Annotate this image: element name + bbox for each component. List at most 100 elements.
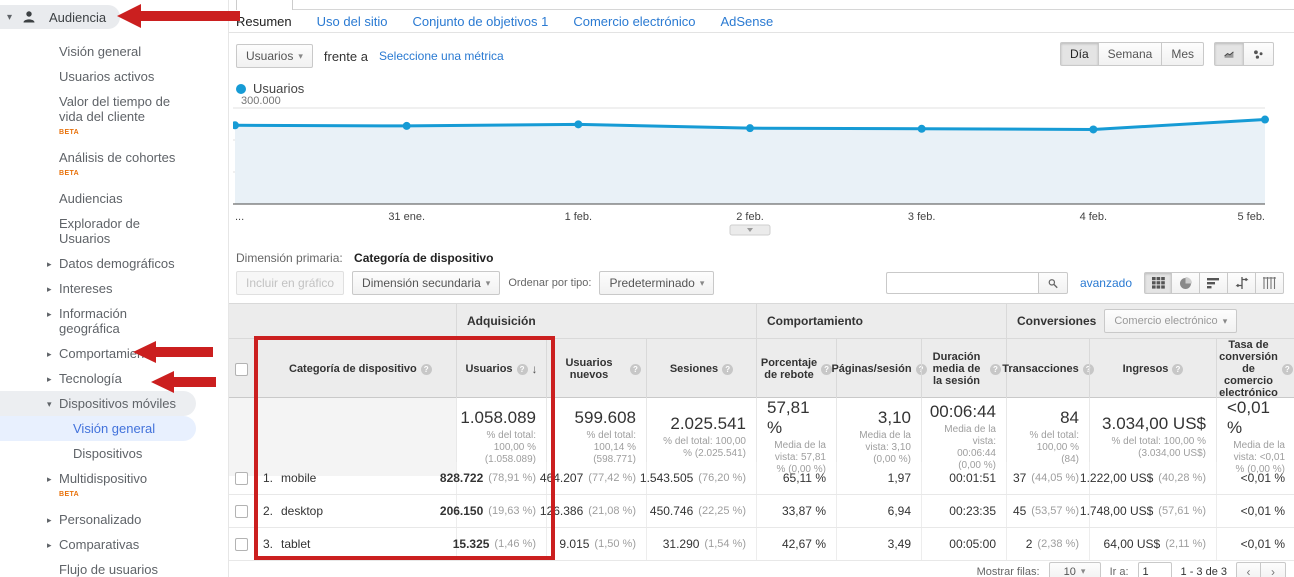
chevron-right-icon[interactable]: ▸ bbox=[47, 374, 52, 384]
sidebar-item-tecnolog-a[interactable]: ▸ Tecnología bbox=[0, 366, 200, 391]
total-value: 3,10 bbox=[877, 408, 911, 427]
help-icon[interactable] bbox=[516, 363, 528, 375]
tab-uso-del-sitio[interactable]: Uso del sitio bbox=[316, 13, 388, 29]
chevron-right-icon[interactable]: ▸ bbox=[47, 309, 52, 319]
next-page-button[interactable]: › bbox=[1261, 561, 1286, 577]
previous-tab-stub[interactable] bbox=[236, 0, 293, 10]
row-checkbox[interactable] bbox=[234, 471, 248, 485]
help-icon[interactable] bbox=[821, 363, 833, 375]
chevron-down-icon[interactable]: ▾ bbox=[7, 11, 13, 23]
line-chart-view-button[interactable] bbox=[1214, 42, 1244, 66]
performance-view-button[interactable] bbox=[1200, 272, 1228, 294]
granularity-semana-button[interactable]: Semana bbox=[1098, 42, 1163, 66]
metric-value: 00:05:00 bbox=[949, 537, 996, 551]
metric-percent: (44,05 %) bbox=[1031, 472, 1079, 484]
secondary-dimension-dropdown[interactable]: Dimensión secundaria ▾ bbox=[352, 271, 501, 295]
row-checkbox[interactable] bbox=[234, 537, 248, 551]
column-tasa-conversion[interactable]: Tasa de conversión de comercio electróni… bbox=[1216, 339, 1294, 399]
previous-page-button[interactable]: ‹ bbox=[1236, 561, 1261, 577]
help-icon[interactable] bbox=[630, 363, 641, 375]
pivot-view-button[interactable] bbox=[1256, 272, 1284, 294]
granularity-mes-button[interactable]: Mes bbox=[1162, 42, 1204, 66]
pagination-nav: ‹ › bbox=[1236, 561, 1286, 577]
percentage-view-button[interactable] bbox=[1172, 272, 1200, 294]
sidebar-item-visi-n-general[interactable]: Visión general bbox=[0, 39, 200, 64]
frente-a-label: frente a bbox=[323, 48, 368, 64]
column-paginas-sesion[interactable]: Páginas/sesión bbox=[831, 339, 927, 399]
sidebar-item-valor-del-tiempo-de-vida-del-cliente[interactable]: Valor del tiempo de vida del cliente BETA bbox=[0, 89, 200, 145]
sidebar-item-an-lisis-de-cohortes[interactable]: Análisis de cohortes BETA bbox=[0, 145, 200, 186]
advanced-search-link[interactable]: avanzado bbox=[1079, 276, 1132, 290]
help-icon[interactable] bbox=[420, 363, 432, 375]
sort-descending-icon[interactable]: ↓ bbox=[531, 362, 538, 376]
motion-chart-view-button[interactable] bbox=[1244, 42, 1274, 66]
sidebar-item-usuarios-activos[interactable]: Usuarios activos bbox=[0, 64, 200, 89]
column-usuarios[interactable]: Usuarios ↓ bbox=[456, 339, 546, 399]
chevron-right-icon[interactable]: ▸ bbox=[47, 540, 52, 550]
chevron-right-icon[interactable]: ▸ bbox=[47, 474, 52, 484]
help-icon[interactable] bbox=[1082, 363, 1094, 375]
metric-dropdown[interactable]: Usuarios ▾ bbox=[236, 44, 313, 68]
column-ingresos[interactable]: Ingresos bbox=[1089, 339, 1216, 399]
sidebar-item-datos-demogr-ficos[interactable]: ▸ Datos demográficos bbox=[0, 251, 200, 276]
sidebar-item-dispositivos-m-viles[interactable]: ▾ Dispositivos móviles bbox=[0, 391, 196, 416]
table-toolbar: Incluir en gráfico Dimensión secundaria … bbox=[236, 271, 1284, 295]
include-in-chart-button[interactable]: Incluir en gráfico bbox=[236, 271, 345, 295]
sidebar-item-visi-n-general[interactable]: Visión general bbox=[0, 416, 196, 441]
sidebar-item-intereses[interactable]: ▸ Intereses bbox=[0, 276, 200, 301]
chevron-right-icon[interactable]: ▸ bbox=[47, 515, 52, 525]
column-duracion-media[interactable]: Duración media de la sesión bbox=[921, 339, 1006, 399]
tab-adsense[interactable]: AdSense bbox=[720, 13, 774, 29]
chevron-right-icon[interactable]: ▸ bbox=[47, 284, 52, 294]
sidebar-item-dispositivos[interactable]: Dispositivos bbox=[0, 441, 200, 466]
sidebar-item-label: Análisis de cohortes bbox=[59, 150, 176, 165]
sidebar-section-audiencia[interactable]: ▾ Audiencia bbox=[0, 5, 120, 29]
sidebar-item-comparativas[interactable]: ▸ Comparativas bbox=[0, 532, 200, 557]
column-sesiones[interactable]: Sesiones bbox=[646, 339, 756, 399]
table-row-mobile[interactable]: 1. mobile 828.722 (78,91 %) 464.207 (77,42 %)… bbox=[229, 462, 1294, 495]
search-input[interactable] bbox=[885, 272, 1038, 294]
granularity-dia-button[interactable]: Día bbox=[1059, 42, 1099, 66]
tab-resumen[interactable]: Resumen bbox=[236, 13, 292, 29]
sidebar-item-label: Multidispositivo bbox=[59, 471, 148, 486]
sidebar-item-explorador-de-usuarios[interactable]: Explorador de Usuarios bbox=[0, 211, 200, 251]
select-all-checkbox[interactable] bbox=[234, 362, 248, 376]
help-icon[interactable] bbox=[1281, 363, 1293, 375]
sidebar-item-informaci-n-geogr-fica[interactable]: ▸ Información geográfica bbox=[0, 301, 200, 341]
rows-per-page-select[interactable]: 10 ▾ bbox=[1048, 561, 1101, 577]
conversion-type-dropdown[interactable]: Comercio electrónico ▾ bbox=[1104, 309, 1238, 333]
help-icon[interactable] bbox=[722, 363, 734, 375]
device-category-cell[interactable]: 3. tablet bbox=[253, 528, 456, 560]
column-usuarios-nuevos[interactable]: Usuarios nuevos bbox=[546, 339, 646, 399]
tab-comercio-electronico[interactable]: Comercio electrónico bbox=[573, 13, 696, 29]
device-category-cell[interactable]: 1. mobile bbox=[253, 462, 456, 494]
column-porcentaje-de-rebote[interactable]: Porcentaje de rebote bbox=[756, 339, 836, 399]
tab-conjunto-de-objetivos-1[interactable]: Conjunto de objetivos 1 bbox=[412, 13, 549, 29]
comparison-view-button[interactable] bbox=[1228, 272, 1256, 294]
sidebar-item-personalizado[interactable]: ▸ Personalizado bbox=[0, 507, 200, 532]
sidebar-item-multidispositivo[interactable]: ▸ Multidispositivo BETA bbox=[0, 466, 200, 507]
chevron-right-icon[interactable]: ▸ bbox=[47, 259, 52, 269]
sidebar-item-comportamiento[interactable]: ▸ Comportamiento bbox=[0, 341, 200, 366]
select-metric-link[interactable]: Seleccione una métrica bbox=[378, 49, 504, 63]
traffic-chart[interactable]: 100.000200.000300.000...31 ene.1 feb.2 f… bbox=[231, 95, 1283, 238]
search-button[interactable] bbox=[1037, 272, 1068, 294]
table-row-tablet[interactable]: 3. tablet 15.325 (1,46 %) 9.015 (1,50 %) 31.29… bbox=[229, 528, 1294, 561]
help-icon[interactable] bbox=[990, 363, 1001, 375]
chevron-down-icon[interactable]: ▾ bbox=[47, 399, 52, 409]
primary-dimension-value[interactable]: Categoría de dispositivo bbox=[354, 251, 494, 265]
chevron-right-icon[interactable]: ▸ bbox=[47, 349, 52, 359]
help-icon[interactable] bbox=[1172, 363, 1184, 375]
sort-type-dropdown[interactable]: Predeterminado ▾ bbox=[599, 271, 715, 295]
sidebar-item-audiencias[interactable]: Audiencias bbox=[0, 186, 200, 211]
column-transacciones[interactable]: Transacciones bbox=[1002, 339, 1094, 399]
metric-value: 206.150 bbox=[439, 504, 484, 518]
data-view-button[interactable] bbox=[1144, 272, 1172, 294]
table-row-desktop[interactable]: 2. desktop 206.150 (19,63 %) 126.386 (21,08 %… bbox=[229, 495, 1294, 528]
go-to-page-input[interactable] bbox=[1137, 562, 1172, 577]
column-categoria-de-dispositivo[interactable]: Categoría de dispositivo bbox=[253, 339, 456, 399]
sidebar-item-flujo-de-usuarios[interactable]: Flujo de usuarios bbox=[0, 557, 200, 577]
device-category-cell[interactable]: 2. desktop bbox=[253, 495, 456, 527]
total-value: 1.058.089 bbox=[460, 408, 536, 427]
row-checkbox[interactable] bbox=[234, 504, 248, 518]
